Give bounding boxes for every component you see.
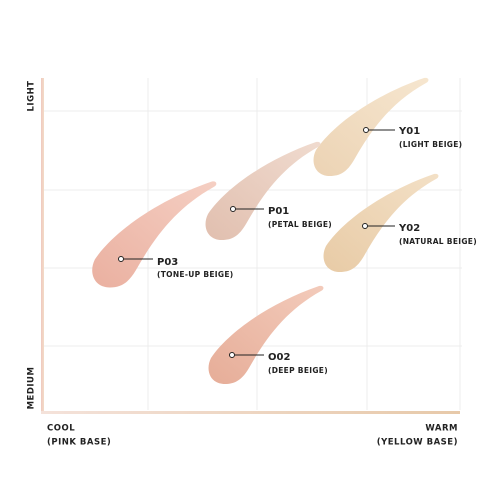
label-Y01: Y01 (LIGHT BEIGE) bbox=[363, 126, 462, 149]
y-bottom-label: MEDIUM bbox=[27, 367, 37, 410]
label-O02: O02 (DEEP BEIGE) bbox=[229, 352, 328, 375]
shade-name: (LIGHT BEIGE) bbox=[399, 140, 462, 149]
shade-code: Y01 bbox=[398, 126, 420, 137]
shade-name: (TONE-UP BEIGE) bbox=[157, 270, 233, 279]
label-P03: P03 (TONE-UP BEIGE) bbox=[118, 256, 233, 279]
x-right-subtitle: (YELLOW BASE) bbox=[377, 438, 458, 448]
swatch bbox=[323, 173, 439, 272]
shade-name: (NATURAL BEIGE) bbox=[399, 237, 477, 246]
y-axis bbox=[41, 78, 44, 412]
shade-code: Y02 bbox=[398, 223, 420, 234]
shade-code: P03 bbox=[157, 257, 178, 268]
y-top-label: LIGHT bbox=[27, 81, 37, 112]
shade-name: (PETAL BEIGE) bbox=[268, 220, 332, 229]
label-Y02: Y02 (NATURAL BEIGE) bbox=[362, 223, 477, 246]
x-right-title: WARM bbox=[425, 424, 458, 434]
shade-code: P01 bbox=[268, 206, 289, 217]
label-P01: P01 (PETAL BEIGE) bbox=[230, 206, 332, 229]
shade-name: (DEEP BEIGE) bbox=[268, 366, 328, 375]
x-axis bbox=[41, 411, 460, 414]
x-left-subtitle: (PINK BASE) bbox=[47, 438, 111, 448]
x-left-title: COOL bbox=[47, 424, 75, 434]
shade-code: O02 bbox=[268, 352, 290, 363]
